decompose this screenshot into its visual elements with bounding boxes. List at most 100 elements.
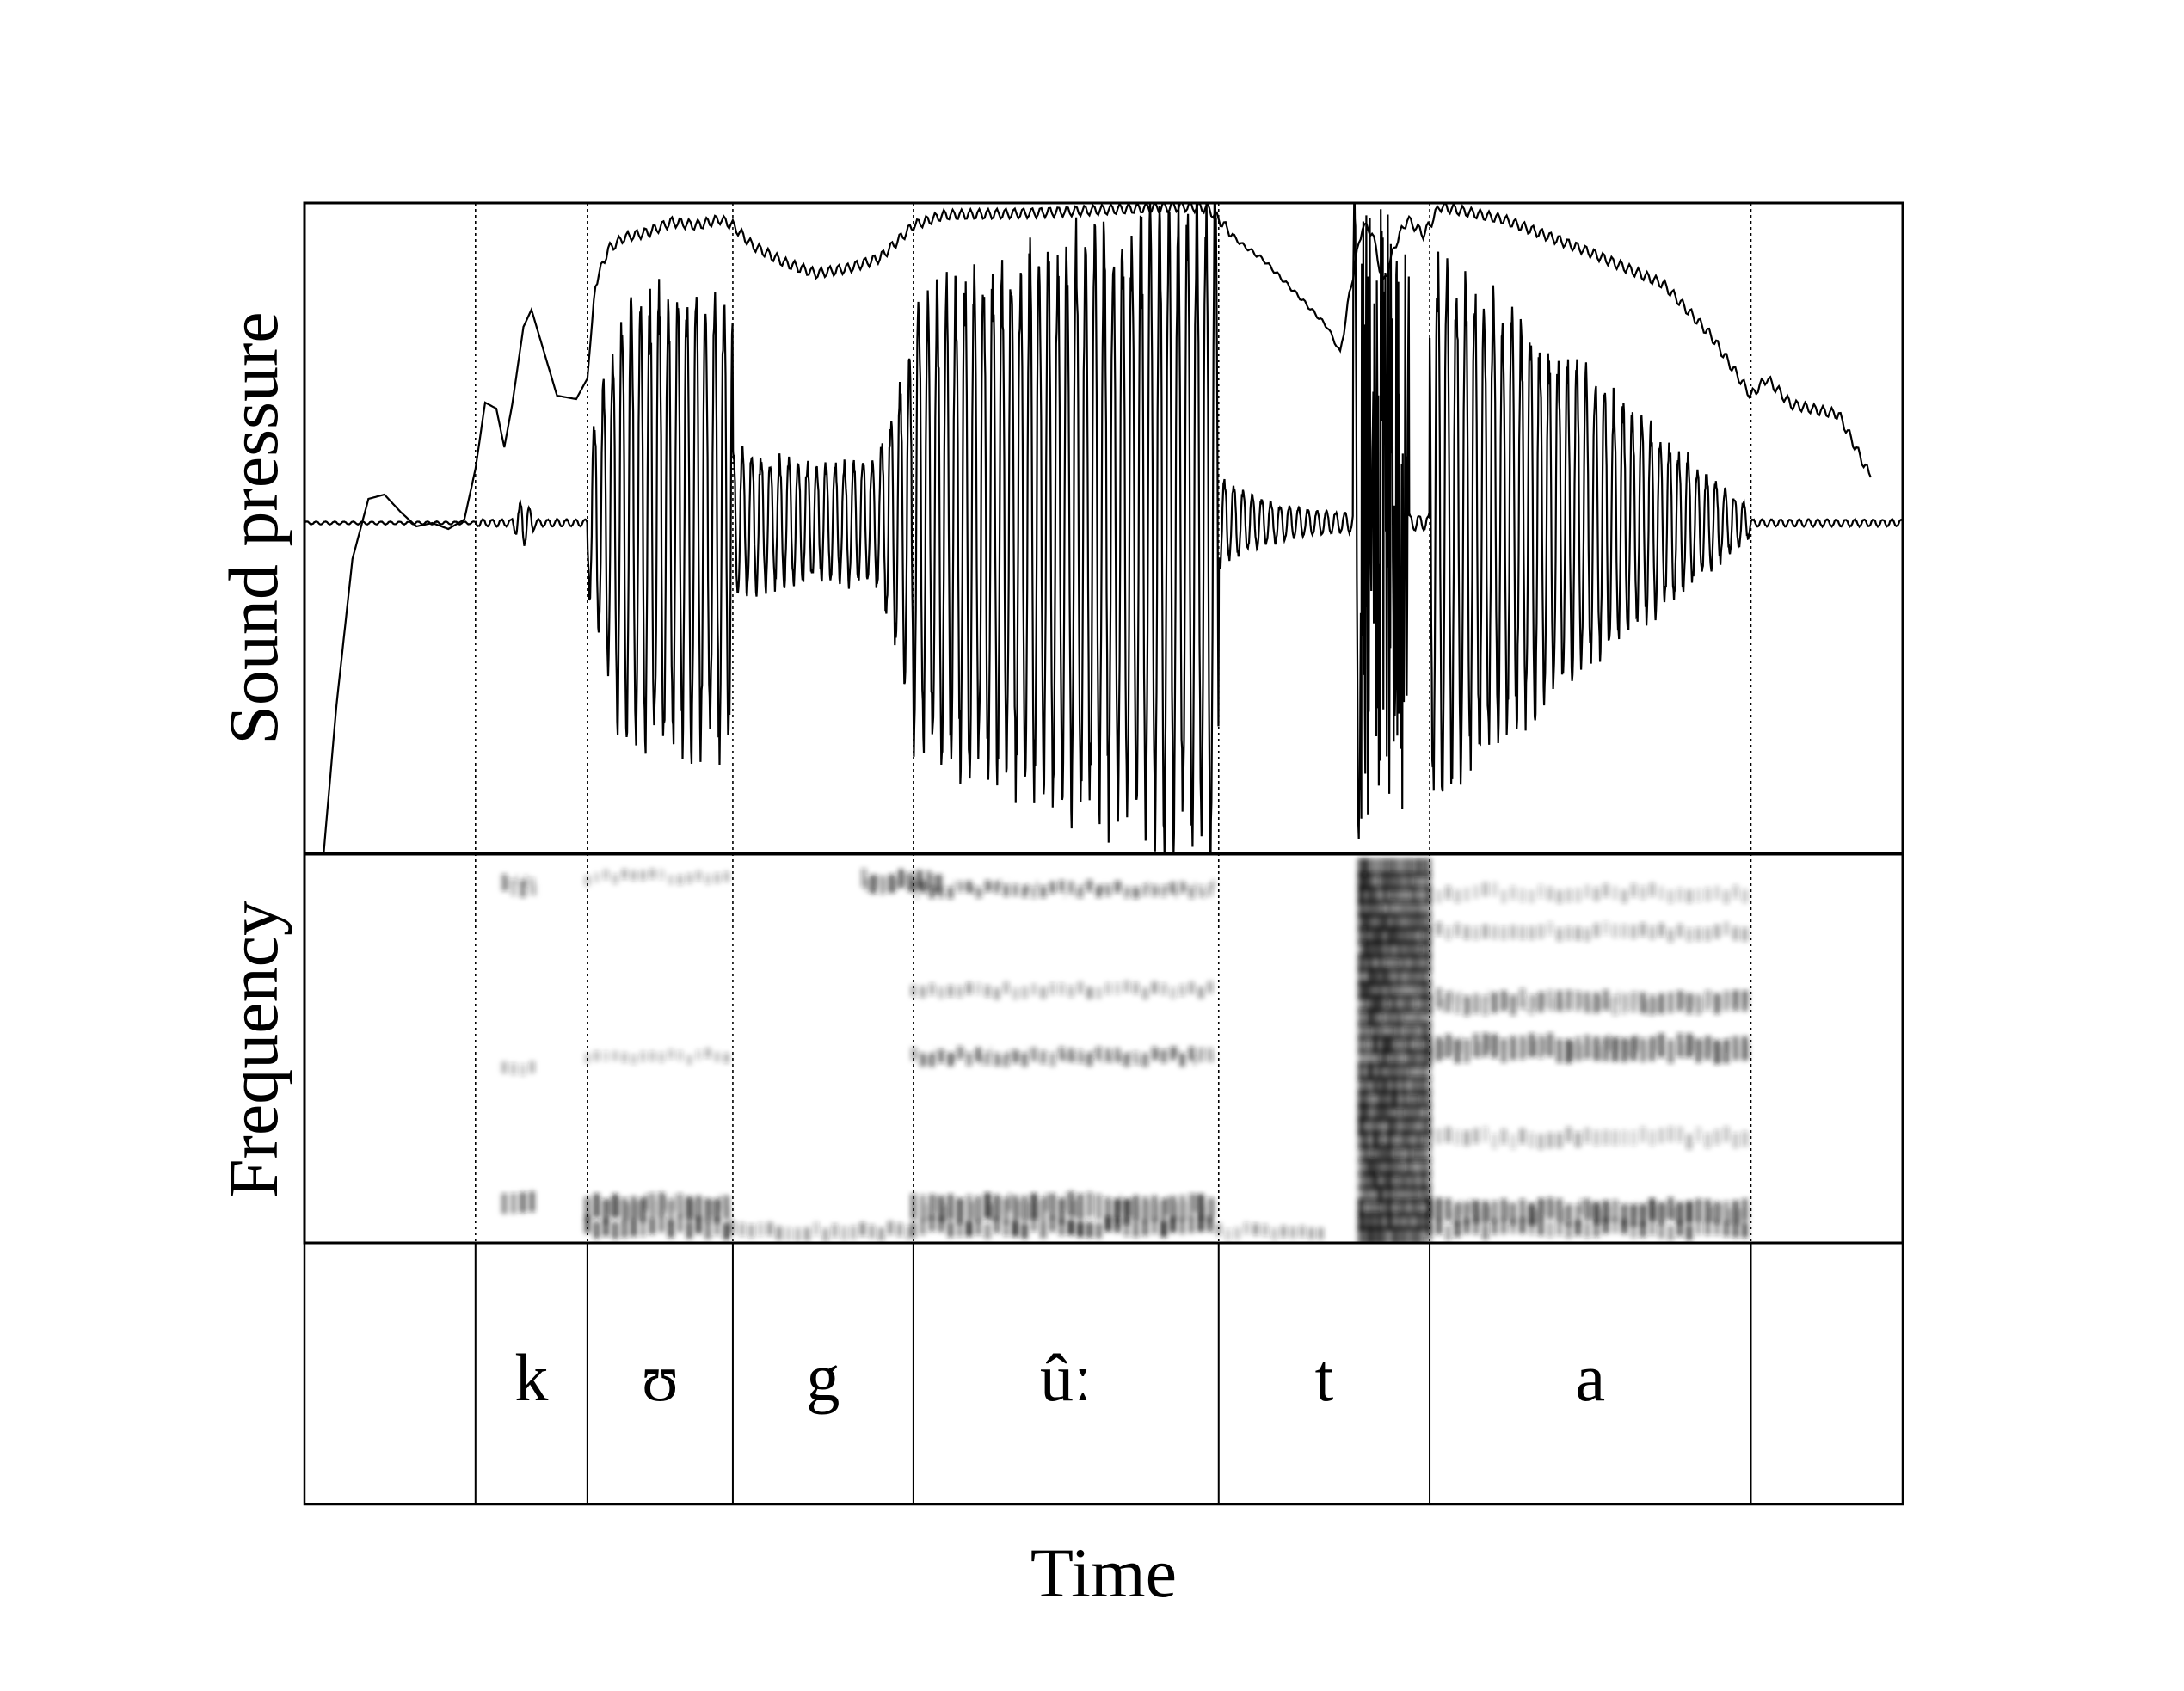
- spectrogram-energy: [690, 1201, 695, 1218]
- spectrogram-energy: [1575, 888, 1581, 902]
- spectrogram-energy: [1367, 885, 1375, 905]
- spectrogram-energy: [1155, 886, 1160, 895]
- spectrogram-energy: [916, 870, 923, 889]
- spectrogram-energy: [984, 880, 991, 893]
- segment-label: g: [806, 1340, 840, 1415]
- spectrogram-energy: [723, 871, 729, 882]
- spectrogram-energy: [1736, 1208, 1741, 1225]
- spectrogram-energy: [1419, 925, 1427, 945]
- spectrogram-energy: [1529, 1132, 1535, 1148]
- spectrogram-energy: [1160, 1049, 1167, 1064]
- spectrogram-energy: [1440, 998, 1444, 1012]
- spectrogram-energy: [1640, 1203, 1646, 1227]
- spectrogram-energy: [1386, 871, 1393, 891]
- spectrogram-energy: [1391, 1089, 1399, 1109]
- spectrogram-energy: [1400, 1007, 1408, 1027]
- spectrogram-energy: [1058, 1046, 1065, 1061]
- spectrogram-energy: [1560, 999, 1566, 1013]
- spectrogram-energy: [1367, 1198, 1375, 1218]
- spectrogram-energy: [1597, 996, 1603, 1011]
- spectrogram-energy: [1099, 883, 1104, 893]
- spectrogram-energy: [1405, 939, 1412, 959]
- spectrogram-energy: [1454, 1202, 1461, 1226]
- spectrogram-energy: [1415, 1171, 1422, 1190]
- spectrogram-energy: [1667, 889, 1674, 904]
- spectrogram-energy: [1362, 899, 1369, 919]
- spectrogram-energy: [1652, 1204, 1658, 1221]
- spectrogram-energy: [1504, 1036, 1510, 1054]
- spectrogram-energy: [1367, 1021, 1375, 1041]
- spectrogram-energy: [1415, 1130, 1422, 1150]
- spectrogram-energy: [1362, 871, 1369, 891]
- spectrogram-energy: [1440, 1200, 1444, 1216]
- spectrogram-energy: [616, 1199, 621, 1216]
- spectrogram-energy: [1419, 981, 1427, 1000]
- spectrogram-energy: [1357, 885, 1365, 905]
- spectrogram-energy: [1381, 1048, 1388, 1068]
- spectrogram-energy: [1676, 1033, 1683, 1057]
- spectrogram-energy: [1391, 1103, 1399, 1122]
- spectrogram-energy: [1183, 882, 1188, 892]
- spectrogram-energy: [1547, 989, 1553, 1011]
- spectrogram-energy: [1053, 1195, 1058, 1214]
- spectrogram-energy: [984, 1051, 991, 1066]
- spectrogram-energy: [1376, 858, 1384, 877]
- spectrogram-energy: [1371, 1144, 1379, 1163]
- spectrogram-energy: [1376, 1198, 1384, 1218]
- spectrogram-energy: [1681, 992, 1686, 1007]
- spectrogram-energy: [930, 875, 934, 889]
- spectrogram-energy: [594, 1050, 600, 1061]
- spectrogram-energy: [1391, 1212, 1399, 1232]
- spectrogram-energy: [677, 1214, 684, 1233]
- spectrogram-energy: [1400, 1171, 1408, 1190]
- spectrogram-energy: [1381, 925, 1388, 945]
- spectrogram-energy: [1419, 885, 1427, 905]
- spectrogram-energy: [1732, 1221, 1739, 1238]
- spectrogram-energy: [1704, 927, 1711, 942]
- spectrogram-energy: [1405, 1157, 1412, 1177]
- spectrogram-energy: [1386, 953, 1393, 973]
- spectrogram-energy: [910, 985, 917, 997]
- spectrogram-energy: [1386, 1021, 1393, 1041]
- spectrogram-energy: [1473, 1219, 1480, 1235]
- spectrogram-energy: [501, 1061, 508, 1073]
- spectrogram-energy: [1133, 981, 1139, 994]
- spectrogram-energy: [1741, 927, 1748, 942]
- spectrogram-energy: [1016, 1200, 1021, 1219]
- spectrogram-energy: [1405, 1130, 1412, 1150]
- spectrogram-energy: [1504, 1202, 1510, 1219]
- spectrogram-energy: [1362, 1089, 1369, 1109]
- spectrogram-energy: [1405, 1007, 1412, 1027]
- spectrogram-energy: [1667, 1126, 1674, 1142]
- spectrogram-energy: [658, 1214, 665, 1233]
- spectrogram-energy: [640, 870, 646, 881]
- spectrogram-energy: [1713, 885, 1720, 900]
- spectrogram-energy: [1104, 1048, 1111, 1062]
- spectrogram-energy: [1081, 1054, 1086, 1064]
- spectrogram-energy: [1077, 1193, 1084, 1220]
- segmentation-tier: k ʊ g ûː t a: [303, 1241, 1904, 1506]
- spectrogram-energy: [1405, 1089, 1412, 1109]
- spectrogram-energy: [1357, 1226, 1365, 1243]
- spectrogram-energy: [1173, 1202, 1178, 1221]
- spectrogram-energy: [975, 1220, 981, 1235]
- spectrogram-energy: [1454, 1129, 1461, 1146]
- spectrogram-energy: [994, 987, 1000, 1000]
- spectrogram-energy: [1727, 991, 1732, 1006]
- spectrogram-energy: [1211, 879, 1215, 889]
- spectrogram-energy: [1671, 1206, 1676, 1222]
- spectrogram-energy: [1566, 1222, 1572, 1239]
- spectrogram-energy: [584, 1215, 591, 1233]
- spectrogram-energy: [1492, 1133, 1498, 1149]
- spectrogram-energy: [869, 1224, 876, 1239]
- spectrogram-energy: [1419, 994, 1427, 1013]
- spectrogram-energy: [1537, 991, 1544, 1012]
- spectrogram-energy: [584, 1053, 591, 1064]
- spectrogram-energy: [1395, 1212, 1403, 1232]
- spectrogram-energy: [1663, 995, 1667, 1010]
- spectrogram-energy: [1463, 1130, 1470, 1147]
- spectrogram-energy: [1367, 871, 1375, 891]
- spectrogram-energy: [1419, 1212, 1427, 1232]
- spectrogram-energy: [1723, 1221, 1730, 1237]
- spectrogram-energy: [957, 1046, 963, 1061]
